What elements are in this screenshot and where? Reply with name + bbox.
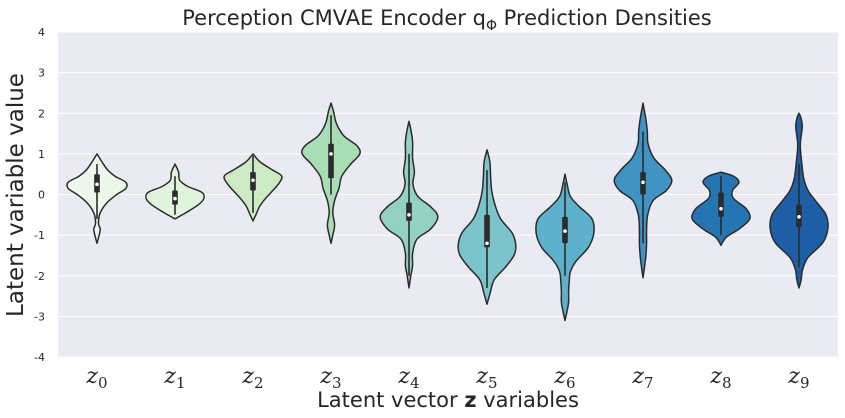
y-tick-label: -3 — [34, 310, 45, 323]
violin-median-dot — [329, 152, 333, 156]
x-tick-label: z2 — [241, 364, 263, 392]
violin-z1 — [145, 163, 205, 220]
y-tick-labels: -4 -3 -2 -1 0 1 2 3 4 — [34, 26, 45, 364]
violin-median-dot — [641, 180, 645, 185]
y-axis-label: Latent variable value — [3, 73, 29, 317]
y-tick-label: 3 — [38, 67, 45, 80]
x-axis-label: Latent vector z variables — [317, 388, 579, 412]
violin-z2 — [223, 153, 283, 222]
violin-iqr-box — [328, 143, 334, 179]
x-tick-label: z4 — [397, 364, 419, 392]
violin-median-dot — [485, 241, 489, 246]
x-tick-label: z1 — [163, 364, 185, 392]
x-tick-label: z0 — [85, 364, 107, 392]
violin-median-dot — [407, 213, 411, 217]
y-tick-label: 2 — [38, 107, 45, 120]
violin-median-dot — [173, 196, 177, 201]
y-tick-label: 4 — [38, 26, 45, 39]
x-tick-label: z3 — [319, 364, 341, 392]
violin-median-dot — [797, 215, 801, 219]
y-tick-label: -4 — [34, 351, 45, 364]
x-tick-labels: z0 z1 z2 z3 z4 z5 z6 z7 z8 z9 — [85, 364, 809, 392]
violin-z3 — [301, 102, 361, 244]
violin-median-dot — [95, 182, 99, 187]
violin-z4 — [379, 120, 439, 289]
y-tick-label: 1 — [38, 148, 45, 161]
violin-z0 — [66, 153, 128, 244]
x-tick-label: z9 — [787, 364, 809, 392]
grid-lines — [58, 31, 838, 358]
violin-z5 — [457, 149, 517, 305]
x-tick-label: z8 — [709, 364, 731, 392]
violin-iqr-box — [406, 202, 412, 221]
chart-title: Perception CMVAE Encoder qΦ Prediction D… — [182, 6, 712, 34]
x-tick-label: z5 — [475, 364, 497, 392]
x-tick-label: z7 — [631, 364, 653, 392]
violins — [66, 102, 829, 322]
violin-z9 — [769, 112, 829, 289]
violin-iqr-box — [718, 192, 724, 217]
y-tick-label: -2 — [34, 270, 45, 283]
violin-z6 — [535, 173, 595, 322]
y-tick-label: -1 — [34, 229, 45, 242]
violin-z8 — [691, 171, 751, 247]
violin-median-dot — [719, 206, 723, 211]
y-tick-label: 0 — [38, 189, 45, 202]
violin-median-dot — [563, 229, 567, 233]
violin-iqr-box — [484, 214, 490, 248]
violin-z7 — [613, 102, 673, 279]
x-tick-label: z6 — [553, 364, 575, 392]
violin-median-dot — [251, 178, 255, 183]
title-phi-subscript: Φ — [486, 18, 497, 34]
